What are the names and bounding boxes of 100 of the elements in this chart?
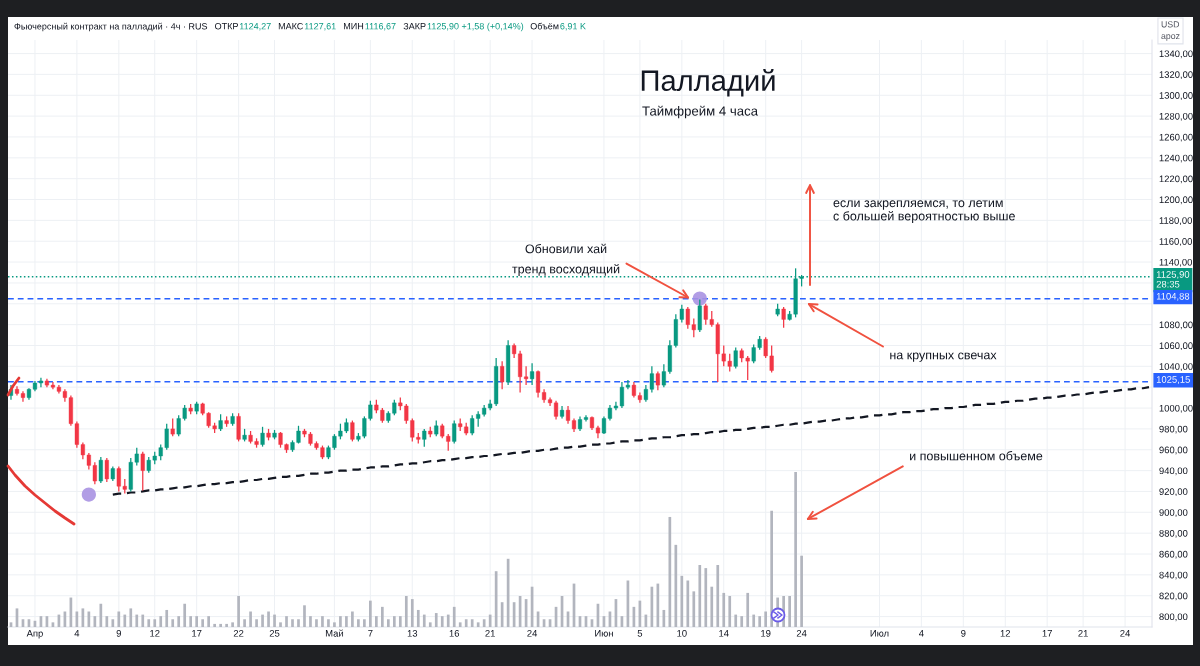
- text: Фьючерсный контракт на палладий · 4ч · RUS: [14, 22, 208, 32]
- y-tick-label: 1340,00: [1159, 50, 1193, 59]
- bar: [710, 586, 714, 627]
- bar: [315, 619, 318, 627]
- bar: [123, 614, 127, 627]
- y-tick-label: 1180,00: [1159, 217, 1193, 226]
- x-tick-label: 5: [637, 630, 643, 637]
- bar: [273, 614, 276, 627]
- bar: [398, 616, 402, 627]
- bar: [213, 623, 216, 627]
- bar: [153, 619, 157, 627]
- bar: [740, 616, 744, 627]
- text: Палладий: [641, 69, 775, 97]
- y-tick-label: 1260,00: [1159, 133, 1193, 142]
- x-tick-label: 24: [796, 630, 807, 637]
- bar: [111, 619, 115, 627]
- bar: [255, 619, 258, 627]
- y-axis-title: USD apoz: [1161, 21, 1180, 41]
- bar: [231, 622, 234, 627]
- annotation: Обновили хай тренд восходящий: [512, 243, 620, 276]
- candlestick: [98, 456, 103, 484]
- y-tick-label: 940,00: [1159, 467, 1188, 476]
- y-tick-label: 840,00: [1159, 571, 1188, 580]
- bar: [381, 606, 384, 627]
- bar: [267, 611, 270, 627]
- bar: [291, 619, 294, 627]
- bar: [476, 622, 480, 627]
- bar: [333, 622, 336, 627]
- annotation: на крупных свечах: [890, 352, 997, 362]
- candlestick: [452, 419, 457, 445]
- y-tick-label: 1220,00: [1159, 175, 1193, 184]
- x-tick-label: 21: [485, 630, 495, 637]
- bar: [303, 605, 306, 627]
- ref-line-label: 1125,90 28:35: [1156, 271, 1190, 288]
- text: 6,91 K: [560, 23, 586, 31]
- bar: [716, 565, 720, 627]
- x-tick-label: 24: [1120, 630, 1131, 637]
- bar: [470, 619, 474, 627]
- bar: [105, 616, 109, 627]
- bar: [129, 608, 133, 627]
- bar: [482, 619, 486, 627]
- x-tick-label: 9: [961, 630, 966, 637]
- y-tick-label: 1160,00: [1159, 238, 1193, 246]
- text: МИН: [343, 23, 364, 30]
- bar: [758, 616, 762, 627]
- y-tick-label: 1040,00: [1159, 363, 1193, 371]
- y-tick-label: 1240,00: [1159, 154, 1193, 163]
- x-tick-label: 25: [269, 630, 280, 637]
- bar: [794, 472, 797, 627]
- bar: [452, 606, 456, 627]
- bar: [339, 616, 342, 627]
- text: Таймфрейм 4 часа: [642, 105, 759, 119]
- bar: [183, 603, 187, 627]
- text: ЗАКР: [403, 23, 426, 30]
- y-tick-label: 1000,00: [1159, 404, 1193, 413]
- bar: [704, 568, 708, 627]
- x-tick-label: 12: [1000, 630, 1011, 637]
- bar: [375, 616, 378, 627]
- text: МАКС: [278, 23, 303, 30]
- bar: [488, 614, 492, 627]
- x-tick-label: 17: [192, 630, 202, 637]
- candlestick: [140, 451, 145, 492]
- x-tick-label: Май: [325, 629, 344, 637]
- bar: [800, 555, 803, 627]
- bar: [351, 611, 354, 627]
- ref-line-label: 1025,15: [1156, 376, 1190, 384]
- y-tick-label: 1060,00: [1159, 342, 1193, 351]
- y-tick-label: 1080,00: [1159, 321, 1193, 330]
- bar: [392, 616, 396, 627]
- bar: [171, 619, 175, 627]
- bar: [764, 611, 768, 627]
- y-tick-label: 1280,00: [1159, 112, 1193, 121]
- ref-line-label: 1104,88: [1156, 292, 1190, 301]
- bar: [434, 613, 438, 627]
- candlestick: [260, 426, 265, 448]
- bar: [177, 616, 181, 627]
- bar: [249, 611, 252, 627]
- x-tick-label: 13: [407, 630, 418, 637]
- bar: [189, 616, 193, 627]
- y-tick-label: 1300,00: [1159, 92, 1193, 100]
- bar: [279, 622, 282, 627]
- bar: [165, 609, 169, 627]
- bar: [422, 614, 426, 627]
- annotation: и повышенном объеме: [910, 451, 1043, 461]
- text: 1124,27: [239, 23, 271, 31]
- bar: [464, 619, 468, 627]
- bar: [788, 596, 791, 627]
- text: 1116,67: [365, 23, 396, 31]
- bar: [363, 619, 366, 627]
- bar: [357, 619, 360, 627]
- y-tick-label: 1200,00: [1159, 196, 1193, 205]
- bar: [458, 622, 462, 627]
- x-tick-label: 4: [74, 630, 80, 637]
- bar: [237, 596, 240, 627]
- candlestick: [236, 412, 241, 443]
- bar: [321, 616, 324, 627]
- line-series: [111, 386, 1151, 496]
- candlestick: [781, 306, 786, 329]
- y-tick-label: 960,00: [1159, 446, 1188, 455]
- x-tick-label: 16: [449, 630, 460, 637]
